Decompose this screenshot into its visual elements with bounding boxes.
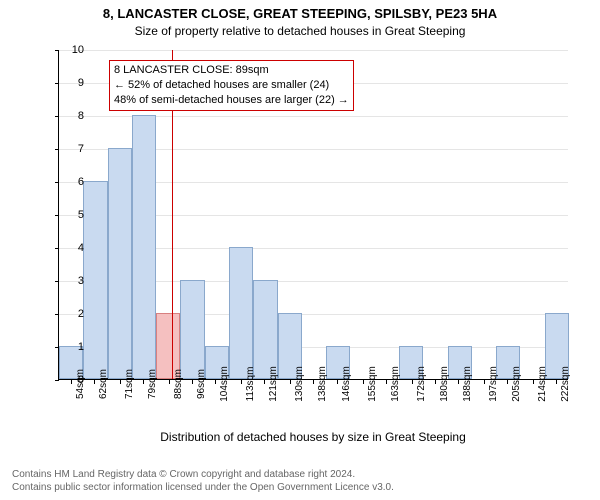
x-tick-label: 88sqm <box>173 369 184 399</box>
x-tick-mark <box>143 380 144 384</box>
x-tick-label: 121sqm <box>268 366 279 402</box>
chart-title-line1: 8, LANCASTER CLOSE, GREAT STEEPING, SPIL… <box>0 6 600 21</box>
x-tick-mark <box>533 380 534 384</box>
x-tick-mark <box>435 380 436 384</box>
histogram-bar <box>132 115 156 379</box>
x-tick-label: 71sqm <box>124 369 135 399</box>
x-tick-label: 188sqm <box>462 366 473 402</box>
y-tick-label: 1 <box>54 341 84 353</box>
x-tick-mark <box>290 380 291 384</box>
info-line-1: 8 LANCASTER CLOSE: 89sqm <box>114 63 349 78</box>
x-tick-mark <box>241 380 242 384</box>
x-tick-mark <box>412 380 413 384</box>
x-tick-mark <box>484 380 485 384</box>
footer-attribution: Contains HM Land Registry data © Crown c… <box>12 468 588 494</box>
histogram-bar <box>108 148 132 379</box>
y-tick-label: 6 <box>54 176 84 188</box>
x-tick-label: 146sqm <box>341 366 352 402</box>
chart-container: 8, LANCASTER CLOSE, GREAT STEEPING, SPIL… <box>0 0 600 500</box>
histogram-bar <box>229 247 253 379</box>
y-tick-label: 0 <box>54 374 84 386</box>
plot-area: 54sqm62sqm71sqm79sqm88sqm96sqm104sqm113s… <box>58 50 568 380</box>
y-tick-label: 8 <box>54 110 84 122</box>
x-tick-mark <box>120 380 121 384</box>
x-tick-mark <box>215 380 216 384</box>
y-tick-label: 7 <box>54 143 84 155</box>
x-tick-label: 130sqm <box>294 366 305 402</box>
x-tick-mark <box>94 380 95 384</box>
histogram-bar <box>83 181 107 379</box>
x-tick-mark <box>337 380 338 384</box>
x-axis-label: Distribution of detached houses by size … <box>58 430 568 444</box>
y-tick-label: 9 <box>54 77 84 89</box>
x-tick-label: 138sqm <box>317 366 328 402</box>
y-tick-label: 2 <box>54 308 84 320</box>
x-tick-mark <box>556 380 557 384</box>
y-tick-label: 10 <box>54 44 84 56</box>
info-line-3: 48% of semi-detached houses are larger (… <box>114 93 349 108</box>
x-tick-label: 214sqm <box>537 366 548 402</box>
info-annotation-box: 8 LANCASTER CLOSE: 89sqm ← 52% of detach… <box>109 60 354 111</box>
footer-line-1: Contains HM Land Registry data © Crown c… <box>12 468 588 481</box>
x-tick-label: 180sqm <box>439 366 450 402</box>
x-tick-mark <box>169 380 170 384</box>
x-tick-mark <box>458 380 459 384</box>
gridline <box>59 50 568 51</box>
y-tick-label: 5 <box>54 209 84 221</box>
x-tick-mark <box>313 380 314 384</box>
x-tick-label: 172sqm <box>416 366 427 402</box>
y-tick-label: 4 <box>54 242 84 254</box>
x-tick-label: 104sqm <box>219 366 230 402</box>
chart-title-line2: Size of property relative to detached ho… <box>0 24 600 38</box>
x-tick-mark <box>192 380 193 384</box>
x-tick-label: 163sqm <box>390 366 401 402</box>
x-tick-label: 222sqm <box>560 366 571 402</box>
y-tick-label: 3 <box>54 275 84 287</box>
x-tick-label: 96sqm <box>196 369 207 399</box>
x-tick-mark <box>386 380 387 384</box>
x-tick-mark <box>363 380 364 384</box>
x-tick-label: 197sqm <box>488 366 499 402</box>
x-tick-label: 62sqm <box>98 369 109 399</box>
x-tick-label: 79sqm <box>147 369 158 399</box>
histogram-bar <box>180 280 204 379</box>
x-tick-label: 113sqm <box>245 367 256 402</box>
histogram-bar <box>253 280 277 379</box>
footer-line-2: Contains public sector information licen… <box>12 481 588 494</box>
x-tick-mark <box>507 380 508 384</box>
info-line-2: ← 52% of detached houses are smaller (24… <box>114 78 349 93</box>
x-tick-mark <box>264 380 265 384</box>
x-tick-label: 155sqm <box>367 366 378 402</box>
x-tick-label: 205sqm <box>511 366 522 402</box>
